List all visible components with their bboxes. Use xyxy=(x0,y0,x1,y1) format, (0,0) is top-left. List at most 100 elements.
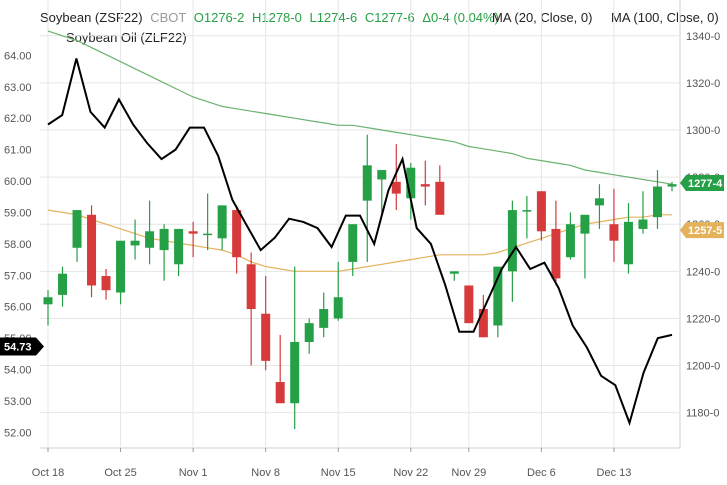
candle xyxy=(304,318,314,354)
candle-body xyxy=(594,198,604,206)
candle-body xyxy=(203,233,213,236)
candle-body xyxy=(652,186,662,218)
left-tick-label: 56.00 xyxy=(4,302,32,314)
candle-body xyxy=(43,297,53,305)
left-value-tag: 54.73 xyxy=(0,337,44,356)
ma100-path xyxy=(47,30,673,185)
right-tick-label: 1300-0 xyxy=(686,125,720,137)
candle xyxy=(522,195,532,239)
candle xyxy=(449,271,459,281)
candle-body xyxy=(246,264,256,310)
candle-body xyxy=(536,191,546,232)
value-tag-bg xyxy=(680,222,724,239)
chart-header: Soybean (ZSF22) CBOT O1276-2 H1278-0 L12… xyxy=(40,10,499,25)
candle xyxy=(333,261,343,321)
x-axis: Oct 18 Oct 25 Nov 1 Nov 8 Nov 15 Nov 22 Nov 29… xyxy=(32,448,632,479)
left-tick-label: 64.00 xyxy=(4,50,32,62)
candle xyxy=(174,228,184,277)
candle xyxy=(536,191,546,241)
last-value-labels: 1277-4 1257-5 54.73 xyxy=(0,175,724,356)
left-tick-label: 57.00 xyxy=(4,270,32,282)
ma100-line xyxy=(47,30,673,185)
candle xyxy=(348,224,358,277)
candle-body xyxy=(464,285,474,324)
x-tick-label: Dec 13 xyxy=(597,467,632,479)
candle xyxy=(275,334,285,404)
candle-body xyxy=(609,224,619,241)
candle xyxy=(87,205,97,298)
candle-body xyxy=(333,297,343,319)
candle xyxy=(609,188,619,262)
candle xyxy=(652,170,662,229)
ma100-legend: MA (100, Close, 0) xyxy=(611,10,719,25)
candle-body xyxy=(72,210,82,248)
candle xyxy=(667,181,677,192)
left-tick-label: 58.00 xyxy=(4,239,32,251)
candle-body xyxy=(551,228,561,279)
candle xyxy=(377,170,387,215)
candle xyxy=(58,266,68,307)
left-tick-label: 59.00 xyxy=(4,207,32,219)
candle xyxy=(594,184,604,229)
low-value: L1274-6 xyxy=(309,10,358,25)
candle-body xyxy=(232,210,242,258)
candles xyxy=(43,134,677,430)
right-value-tag: 1277-4 xyxy=(680,175,724,191)
candle xyxy=(406,162,416,220)
candle-body xyxy=(159,228,169,251)
right-tick-label: 1340-0 xyxy=(686,31,720,43)
candle xyxy=(232,205,242,274)
candle-body xyxy=(638,219,648,229)
candle-body xyxy=(565,224,575,258)
left-tick-label: 61.00 xyxy=(4,145,32,157)
candle xyxy=(580,214,590,279)
x-tick-label: Oct 25 xyxy=(104,467,136,479)
left-tick-label: 62.00 xyxy=(4,113,32,125)
candle-body xyxy=(101,276,111,291)
left-tick-label: 54.00 xyxy=(4,364,32,376)
x-tick-label: Nov 1 xyxy=(179,467,208,479)
candle-body xyxy=(87,214,97,286)
candle xyxy=(420,160,430,206)
left-tick-label: 53.00 xyxy=(4,396,32,408)
close-value: C1277-6 xyxy=(364,10,415,25)
candle-body xyxy=(174,228,184,265)
candle-body xyxy=(188,231,198,234)
candle-body xyxy=(623,221,633,265)
value-tag-text: 1257-5 xyxy=(688,225,722,237)
candle-body xyxy=(449,271,459,274)
open-value: O1276-2 xyxy=(193,10,245,25)
candle-body xyxy=(275,382,285,404)
value-tag-bg xyxy=(680,175,724,191)
change-value: Δ0-4 (0.04%) xyxy=(422,10,499,25)
candle xyxy=(493,266,503,338)
candle-body xyxy=(478,309,488,338)
overlay-legend: Soybean Oil (ZLF22) xyxy=(66,30,187,45)
candle-body xyxy=(391,181,401,194)
x-tick-label: Dec 6 xyxy=(527,467,556,479)
candle xyxy=(362,134,372,262)
candle xyxy=(188,221,198,258)
x-tick-label: Oct 18 xyxy=(32,467,64,479)
overlay-line xyxy=(47,58,673,427)
candle xyxy=(246,252,256,366)
candle-body xyxy=(116,240,126,293)
high-value: H1278-0 xyxy=(251,10,302,25)
overlay-path xyxy=(47,58,673,427)
candle-body xyxy=(507,210,517,272)
candle-body xyxy=(304,323,314,342)
left-tick-label: 52.00 xyxy=(4,427,32,439)
candle xyxy=(145,200,155,265)
candle-body xyxy=(348,224,358,262)
right-tick-label: 1240-0 xyxy=(686,266,720,278)
candle-body xyxy=(362,165,372,201)
candle-body xyxy=(667,184,677,187)
candle-body xyxy=(406,167,416,199)
right-tick-label: 1320-0 xyxy=(686,78,720,90)
x-tick-label: Nov 8 xyxy=(251,467,280,479)
candle xyxy=(565,212,575,260)
left-tick-label: 63.00 xyxy=(4,82,32,94)
right-value-tag: 1257-5 xyxy=(680,222,724,239)
candle-body xyxy=(435,181,445,215)
